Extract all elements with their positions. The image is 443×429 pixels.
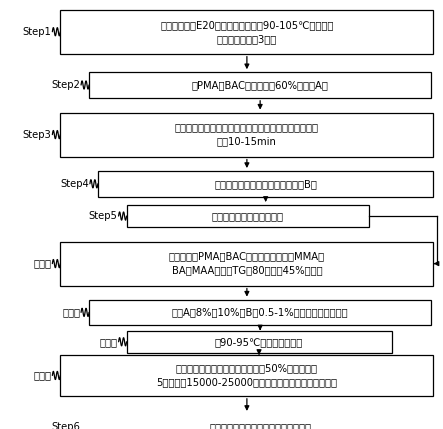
Bar — [89, 414, 431, 429]
Text: 用PMA、BAC溶剂开稀为60%，得到A料: 用PMA、BAC溶剂开稀为60%，得到A料 — [192, 80, 329, 90]
Text: Step2: Step2 — [51, 80, 80, 90]
Bar — [127, 331, 392, 353]
Text: 步骤二: 步骤二 — [62, 308, 80, 317]
Text: 步骤三: 步骤三 — [100, 337, 118, 347]
Text: 在90-95℃下进行聚合反应: 在90-95℃下进行聚合反应 — [215, 337, 303, 347]
Text: 选用环氧树脂E20与甲基丙烯酸，在90-105℃先开环反
应，降酸值小于3以下: 选用环氧树脂E20与甲基丙烯酸，在90-105℃先开环反 应，降酸值小于3以下 — [160, 20, 334, 44]
Bar — [60, 10, 433, 54]
Text: 步骤四: 步骤四 — [34, 371, 51, 381]
Text: 基于上述反应，得到一种磷酸酯的B料: 基于上述反应，得到一种磷酸酯的B料 — [214, 179, 317, 189]
Text: 选用五氧化二磷与丙烯酸羟丙酯，先酯化反应，反应时
长为10-15min: 选用五氧化二磷与丙烯酸羟丙酯，先酯化反应，反应时 长为10-15min — [175, 123, 319, 147]
Text: 用无苯溶剂PMA、BAC作垫底回流溶剂，MMA、
BA、MAA设计出TG在80，固含45%的材料: 用无苯溶剂PMA、BAC作垫底回流溶剂，MMA、 BA、MAA设计出TG在80，… — [169, 251, 325, 275]
Text: 按丙烯酸树脂工艺合成树脂: 按丙烯酸树脂工艺合成树脂 — [212, 211, 284, 221]
Bar — [89, 299, 431, 325]
Text: Step4: Step4 — [60, 179, 89, 189]
Text: 基于上述反应步骤，得到一个固含50%、酸值小于
5、粘度在15000-25000间的环氧改性热塑性丙烯酸树脂: 基于上述反应步骤，得到一个固含50%、酸值小于 5、粘度在15000-25000… — [156, 363, 338, 387]
Bar — [127, 205, 369, 227]
Bar — [60, 242, 433, 286]
Text: Step1: Step1 — [23, 27, 51, 37]
Bar — [98, 171, 433, 196]
Text: 步骤一: 步骤一 — [34, 259, 51, 269]
Bar — [60, 355, 433, 396]
Text: 添加A料8%至10%，B料0.5-1%，偶氮二异丁腈适量: 添加A料8%至10%，B料0.5-1%，偶氮二异丁腈适量 — [172, 308, 349, 317]
Text: Step3: Step3 — [23, 130, 51, 139]
Bar — [89, 72, 431, 98]
Text: 完成环氧改性热塑性丙烯酸树脂的合成: 完成环氧改性热塑性丙烯酸树脂的合成 — [209, 422, 311, 429]
Text: Step6: Step6 — [51, 422, 80, 429]
Bar — [60, 112, 433, 157]
Text: Step5: Step5 — [89, 211, 118, 221]
